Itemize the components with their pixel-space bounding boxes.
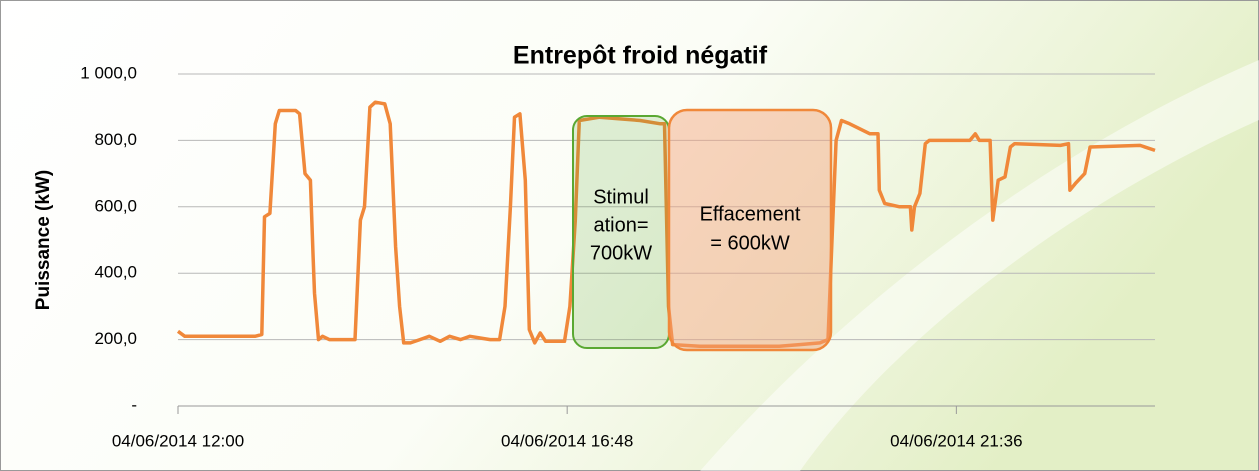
x-tick-label: 04/06/2014 16:48 [501,431,633,450]
y-tick-label: 1 000,0 [80,63,137,82]
y-tick-label: 400,0 [94,263,137,282]
annotation-text: Effacement [700,203,801,225]
annotation-stimulation: Stimul ation= 700kW [572,115,670,349]
annotation-text: 700kW [590,242,652,264]
line-series [176,100,1156,348]
swoosh [700,60,1259,471]
x-tick-label: 04/06/2014 21:36 [890,431,1022,450]
y-tick-label: - [131,395,137,414]
chart-title: Entrepôt froid négatif [513,42,768,70]
y-tick-label: 800,0 [94,130,137,149]
annotation-box [667,108,833,352]
annotation-effacement: Effacement = 600kW [667,108,833,352]
annotation-text: Stimul [593,186,649,208]
y-tick-label: 200,0 [94,329,137,348]
y-tick-label: 600,0 [94,196,137,215]
y-axis-label: Puissance (kW) [33,170,54,310]
annotation-text: = 600kW [710,232,790,254]
annotation-text: ation= [593,214,648,236]
x-tick-label: 04/06/2014 12:00 [112,431,244,450]
